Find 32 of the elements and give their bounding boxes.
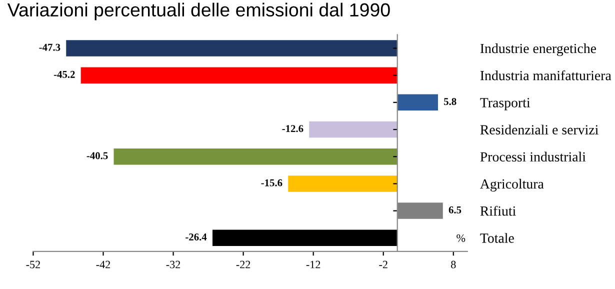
- x-tick-label: 8: [451, 260, 456, 268]
- data-label: -45.2: [54, 70, 75, 78]
- bar: [212, 230, 398, 246]
- bar: [66, 40, 398, 56]
- y-tick-label: Processi industriali: [480, 152, 586, 162]
- data-label: -15.6: [261, 179, 282, 186]
- data-label: -26.4: [186, 233, 207, 241]
- bar: [309, 121, 398, 138]
- y-tick-label: Rifiuti: [480, 206, 516, 216]
- x-tick-label: -42: [96, 260, 110, 268]
- y-tick-label: Totale: [480, 233, 514, 243]
- data-label: -47.3: [39, 44, 60, 51]
- x-tick-label: -32: [166, 260, 180, 268]
- x-tick-label: -12: [306, 260, 320, 268]
- bar: [397, 94, 438, 111]
- x-axis-title: %: [456, 234, 466, 242]
- x-tick-label: -22: [236, 260, 250, 268]
- x-tick-label: -2: [379, 260, 388, 268]
- data-label: -40.5: [86, 152, 108, 160]
- data-label: 5.8: [444, 98, 456, 106]
- data-label: -12.6: [282, 125, 304, 132]
- data-label: 6.5: [448, 206, 462, 214]
- y-tick-label: Residenziali e servizi: [480, 124, 598, 134]
- y-tick-label: Agricoltura: [480, 178, 544, 192]
- bar: [80, 67, 398, 84]
- y-tick-label: Trasporti: [480, 98, 530, 110]
- x-tick-label: -52: [26, 260, 40, 268]
- y-tick-label: Industria manifatturiera: [480, 70, 612, 80]
- chart-title: Variazioni percentuali delle emissioni dal 1990: [7, 2, 390, 20]
- bar: [114, 148, 398, 165]
- y-tick-label: Industrie energetiche: [480, 43, 596, 56]
- bar: [288, 176, 398, 192]
